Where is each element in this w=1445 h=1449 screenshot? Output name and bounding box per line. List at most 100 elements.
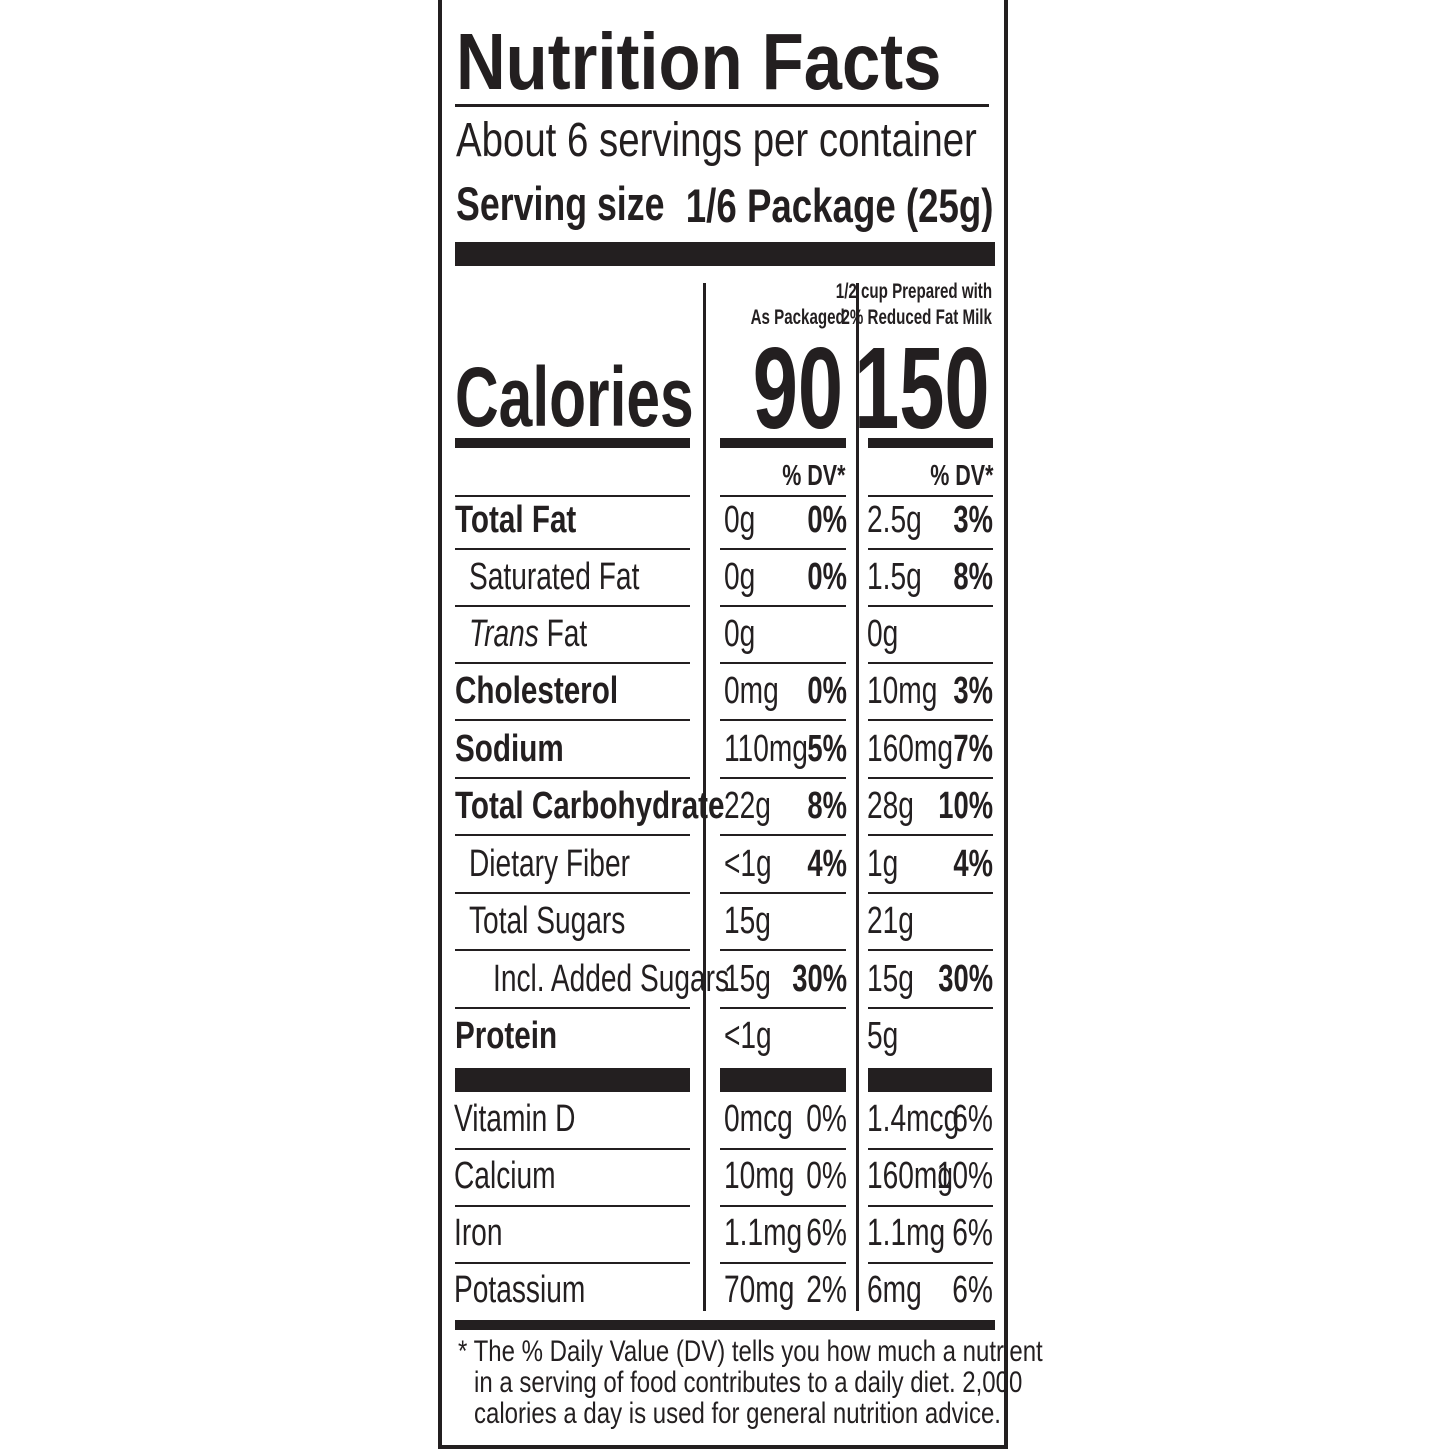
amount-prepared: 6mg [867,1269,922,1311]
calories-bar [455,438,690,448]
thick-bar [720,1068,846,1092]
amount-prepared: 160mg [867,728,953,770]
row-divider [455,548,690,550]
amount-prepared: 1g [867,843,899,885]
column-header-as-packaged: As Packaged [750,306,845,329]
column-divider [703,283,706,1311]
amount-prepared: 1.4mcg [867,1098,960,1140]
amount-prepared: 21g [867,900,914,942]
bottom-bar [455,1320,995,1330]
dv-as-packaged: 30% [792,958,847,1000]
row-divider [720,1262,846,1264]
row-divider [455,719,690,721]
amount-as-packaged: 1.1mg [724,1212,803,1254]
nutrient-label: Dietary Fiber [469,843,630,885]
row-divider [868,949,993,951]
calories-bar [720,438,846,448]
row-divider [720,719,846,721]
amount-as-packaged: 110mg [724,728,808,770]
row-divider [720,949,846,951]
serving-size-value: 1/6 Package (25g) [685,179,993,232]
amount-as-packaged: 22g [724,785,771,827]
dv-as-packaged: 0% [806,1098,847,1140]
column-header-prepared-line1: 1/2 cup Prepared with [835,280,992,303]
nutrient-label: Total Carbohydrate [455,785,725,827]
row-divider [455,1148,690,1150]
dv-prepared: 6% [952,1269,993,1311]
dv-header-as-packaged: % DV* [781,460,845,492]
nutrient-label-italic: Trans [469,613,539,655]
nutrient-label: Saturated Fat [469,556,640,598]
row-divider [455,777,690,779]
amount-as-packaged: 70mg [724,1269,795,1311]
row-divider [455,834,690,836]
dv-as-packaged: 6% [806,1212,847,1254]
amount-prepared: 28g [867,785,914,827]
dv-as-packaged: 2% [806,1269,847,1311]
row-divider [455,495,690,497]
row-divider [455,1205,690,1207]
amount-prepared: 5g [867,1015,899,1057]
row-divider [868,1262,993,1264]
row-divider [868,548,993,550]
amount-as-packaged: 15g [724,958,771,1000]
row-divider [720,1148,846,1150]
amount-as-packaged: 15g [724,900,771,942]
servings-per-container: About 6 servings per container [456,114,977,167]
dv-as-packaged: 0% [807,670,847,712]
row-divider [720,1205,846,1207]
dv-prepared: 30% [938,958,993,1000]
amount-prepared: 1.1mg [867,1212,946,1254]
amount-as-packaged: 0g [724,499,756,541]
amount-prepared: 10mg [867,670,938,712]
row-divider [868,719,993,721]
row-divider [455,949,690,951]
divider [455,104,989,107]
dv-prepared: 7% [953,728,993,770]
row-divider [868,777,993,779]
row-divider [868,495,993,497]
nutrient-label: Total Fat [455,499,577,541]
dv-header-prepared: % DV* [929,460,993,492]
row-divider [868,1148,993,1150]
row-divider [455,1007,690,1009]
row-divider [720,605,846,607]
footnote-line-2: in a serving of food contributes to a da… [474,1366,1023,1399]
dv-as-packaged: 5% [807,728,847,770]
row-divider [868,662,993,664]
dv-prepared: 3% [953,499,993,541]
vitamin-label: Calcium [454,1155,556,1197]
column-header-prepared-line2: 2% Reduced Fat Milk [841,306,992,329]
dv-prepared: 10% [936,1155,993,1197]
dv-as-packaged: 0% [807,499,847,541]
calories-label: Calories [455,350,694,444]
amount-prepared: 15g [867,958,914,1000]
amount-as-packaged: <1g [724,1015,772,1057]
amount-prepared: 0g [867,613,899,655]
row-divider [720,662,846,664]
row-divider [868,892,993,894]
amount-as-packaged: <1g [724,843,772,885]
amount-as-packaged: 0g [724,613,756,655]
row-divider [868,605,993,607]
label-title: Nutrition Facts [456,17,942,106]
row-divider [720,892,846,894]
nutrient-label: Cholesterol [455,670,619,712]
row-divider [720,1007,846,1009]
calories-bar [868,438,993,448]
row-divider [455,1262,690,1264]
vitamin-label: Iron [454,1212,503,1254]
row-divider [455,892,690,894]
nutrient-label: Trans Fat [469,615,629,653]
amount-as-packaged: 0g [724,556,756,598]
dv-prepared: 6% [952,1098,993,1140]
calories-as-packaged: 90 [752,323,843,453]
row-divider [720,834,846,836]
row-divider [455,662,690,664]
row-divider [720,548,846,550]
row-divider [455,605,690,607]
column-divider [856,283,859,1311]
amount-as-packaged: 10mg [724,1155,795,1197]
amount-prepared: 160mg [867,1155,953,1197]
nutrient-label: Protein [455,1015,558,1057]
